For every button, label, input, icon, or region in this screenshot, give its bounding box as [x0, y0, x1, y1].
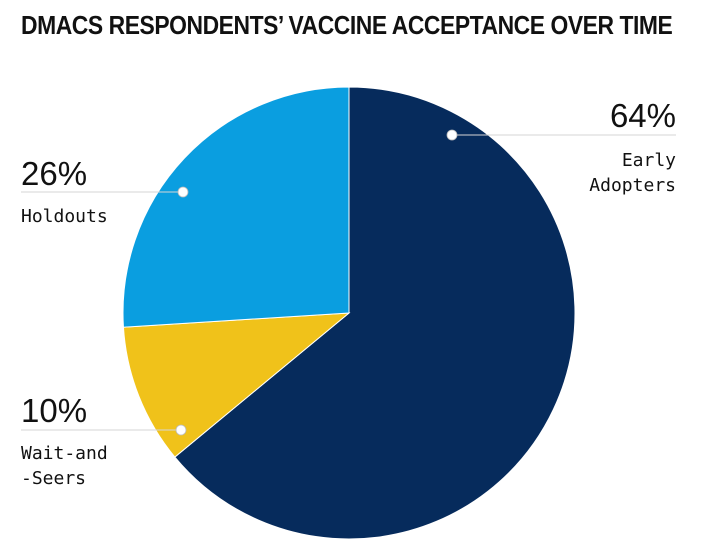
chart-title: DMACS RESPONDENTS’ VACCINE ACCEPTANCE OV… [21, 10, 673, 40]
leader-dot-holdouts [177, 186, 189, 198]
category-label-holdouts: Holdouts [21, 206, 108, 227]
category-label-early-adopters-line-2: Adopters [589, 175, 676, 196]
category-label-wait-and-seers-line-2: -Seers [21, 468, 86, 489]
value-label-early-adopters: 64% [610, 97, 676, 134]
value-label-holdouts: 26% [21, 155, 87, 192]
pie-slice-early-adopters [174, 86, 576, 540]
value-label-wait-and-seers: 10% [21, 392, 87, 429]
category-label-early-adopters-line-1: Early [622, 150, 676, 171]
category-label-wait-and-seers-line-1: Wait-and [21, 443, 108, 464]
leader-dot-wait-and-seers [175, 424, 187, 436]
pie-slice-wait-and-seers [122, 312, 351, 458]
pie-slice-holdouts [122, 86, 350, 328]
leader-dot-early-adopters [446, 129, 458, 141]
